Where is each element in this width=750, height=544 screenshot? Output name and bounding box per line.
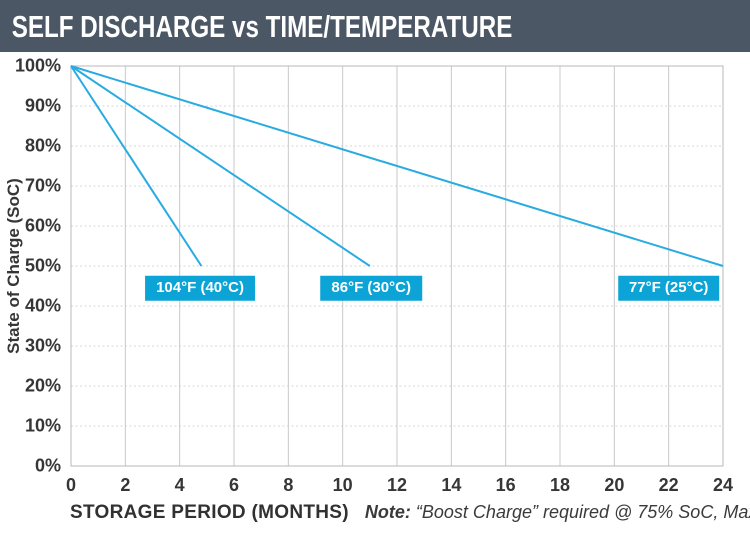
x-tick-label: 10 [332, 475, 353, 495]
x-tick-label: 4 [174, 475, 185, 495]
x-tick-label: 14 [441, 475, 462, 495]
x-tick-label: 12 [386, 475, 408, 495]
x-tick-label: 2 [120, 475, 131, 495]
x-tick-label: 20 [604, 475, 625, 495]
y-tick-label: 40% [24, 295, 61, 316]
x-tick-label: 16 [495, 475, 516, 495]
series-line-77°F (25°C) [70, 65, 724, 267]
x-tick-label: 0 [65, 475, 77, 495]
x-tick-label: 18 [549, 475, 571, 495]
series-label-badge: 77°F (25°C) [617, 276, 720, 301]
series-label-badge: 104°F (40°C) [145, 276, 255, 301]
y-tick-label: 100% [14, 55, 61, 76]
y-tick-label: 60% [24, 215, 61, 236]
x-tick-label: 8 [283, 475, 294, 495]
y-tick-label: 20% [24, 375, 61, 396]
note-text: “Boost Charge” required @ 75% SoC, Max 5… [415, 502, 750, 522]
x-tick-label: 22 [658, 475, 679, 495]
y-tick-label: 0% [34, 455, 61, 476]
x-tick-label: 24 [712, 475, 734, 495]
y-tick-label: 90% [24, 95, 61, 116]
series-label-badge: 86°F (30°C) [320, 276, 422, 301]
note-prefix: Note: [364, 502, 411, 522]
y-axis-title: State of Charge (SoC) [4, 178, 23, 354]
y-tick-label: 70% [24, 175, 61, 196]
y-tick-label: 10% [24, 415, 61, 436]
chart-note: Note: “Boost Charge” required @ 75% SoC, … [365, 502, 750, 523]
x-axis-title: STORAGE PERIOD (MONTHS) [70, 502, 349, 523]
x-axis-caption-row: STORAGE PERIOD (MONTHS) Note: “Boost Char… [70, 502, 750, 524]
y-tick-label: 80% [24, 135, 61, 156]
y-tick-label: 30% [24, 335, 61, 356]
chart-title: SELF DISCHARGE vs TIME/TEMPERATURE [11, 8, 513, 44]
y-tick-label: 50% [24, 255, 61, 276]
series-line-104°F (40°C) [70, 65, 203, 267]
chart-title-bar: SELF DISCHARGE vs TIME/TEMPERATURE [0, 0, 750, 52]
series-line-86°F (30°C) [70, 65, 371, 267]
x-tick-label: 6 [228, 475, 240, 495]
